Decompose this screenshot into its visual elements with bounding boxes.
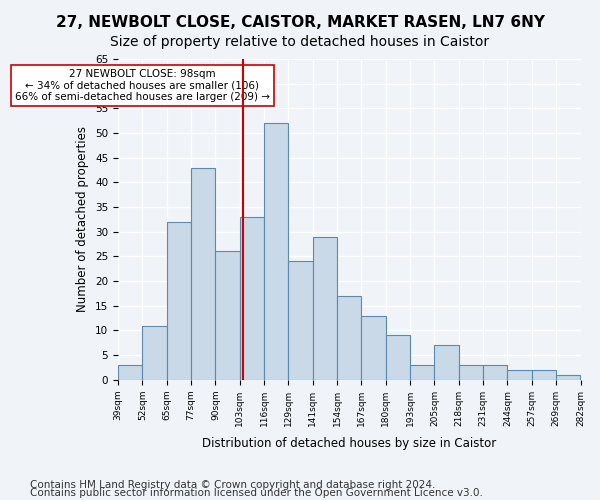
Bar [361,316,386,380]
Bar [459,365,483,380]
Text: Size of property relative to detached houses in Caistor: Size of property relative to detached ho… [110,35,490,49]
Bar [264,123,289,380]
Bar [386,336,410,380]
Bar [410,365,434,380]
Bar [142,326,167,380]
Text: Contains HM Land Registry data © Crown copyright and database right 2024.: Contains HM Land Registry data © Crown c… [30,480,436,490]
Bar [508,370,532,380]
Bar [191,168,215,380]
Text: 27 NEWBOLT CLOSE: 98sqm
← 34% of detached houses are smaller (106)
66% of semi-d: 27 NEWBOLT CLOSE: 98sqm ← 34% of detache… [15,69,270,102]
Bar [313,236,337,380]
Bar [532,370,556,380]
Text: Contains public sector information licensed under the Open Government Licence v3: Contains public sector information licen… [30,488,483,498]
Bar [337,296,361,380]
Bar [118,365,142,380]
Bar [483,365,508,380]
Bar [167,222,191,380]
X-axis label: Distribution of detached houses by size in Caistor: Distribution of detached houses by size … [202,437,496,450]
Bar [215,252,240,380]
Bar [289,262,313,380]
Bar [434,345,459,380]
Bar [556,375,580,380]
Bar [240,217,264,380]
Text: 27, NEWBOLT CLOSE, CAISTOR, MARKET RASEN, LN7 6NY: 27, NEWBOLT CLOSE, CAISTOR, MARKET RASEN… [56,15,545,30]
Y-axis label: Number of detached properties: Number of detached properties [76,126,89,312]
